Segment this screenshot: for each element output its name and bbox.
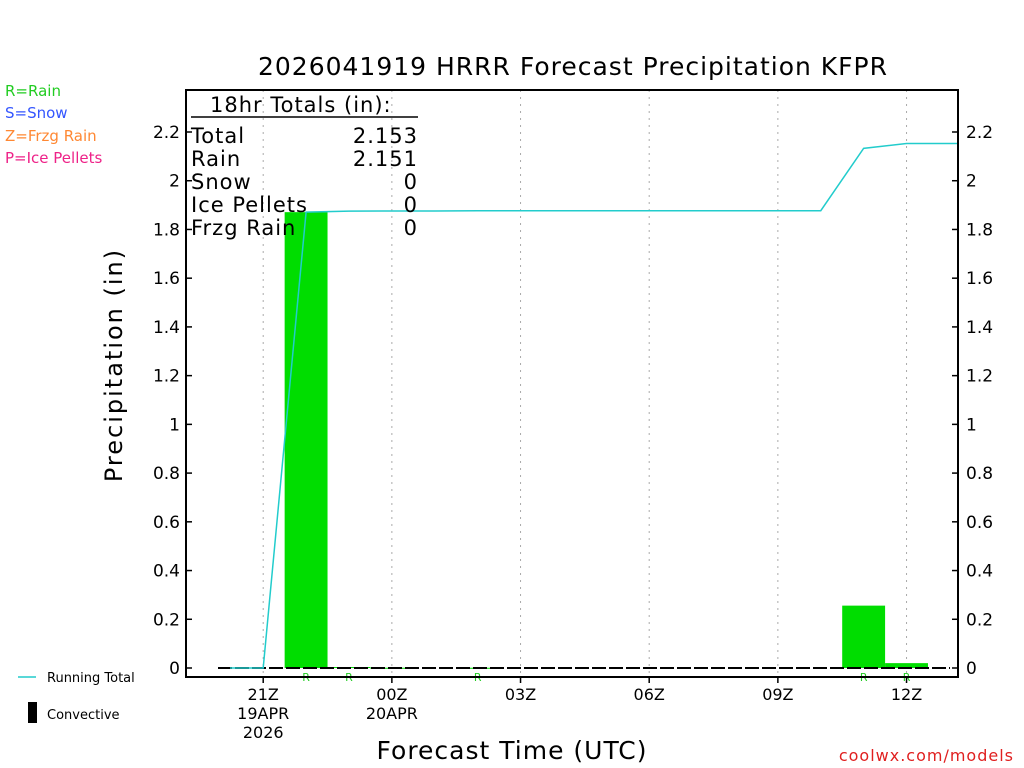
gridlines [262,90,908,677]
x-tick-label: 00Z [376,685,407,704]
totals-box: 18hr Totals (in): Total 2.153 Rain 2.151… [190,93,418,240]
y-tick-label-left: 1.2 [153,367,180,387]
totals-snow-value: 0 [404,170,418,194]
precip-bar [885,663,928,668]
y-axis-left: 0 0.2 0.4 0.6 0.8 1 1.2 1.4 1.6 1.8 2 2.2 [153,123,192,679]
totals-ice-pellets-value: 0 [404,193,418,217]
series-legend: Running Total Convective [18,671,135,723]
legend-ice-pellets: P=Ice Pellets [5,149,102,167]
x-tick-label: 03Z [505,685,536,704]
bars-group [284,212,928,669]
credit-link[interactable]: coolwx.com/models [839,746,1014,765]
x-tick-label: 09Z [762,685,793,704]
totals-total-label: Total [190,124,245,148]
y-tick-label-right: 0.8 [966,464,993,484]
y-tick-label-right: 0.6 [966,513,993,533]
legend-snow: S=Snow [5,104,68,122]
y-tick-label-right: 0.2 [966,610,993,630]
totals-rain-value: 2.151 [353,147,418,171]
y-tick-label-right: 1.4 [966,318,993,338]
y-tick-label-right: 1 [966,415,977,435]
y-axis-right: 0 0.2 0.4 0.6 0.8 1 1.2 1.4 1.6 1.8 2 2.2 [952,123,993,679]
totals-frzg-rain-value: 0 [404,216,418,240]
y-tick-label-right: 0 [966,659,977,679]
y-tick-label-left: 0.4 [153,562,180,582]
totals-ice-pellets-label: Ice Pellets [191,193,308,217]
y-tick-label-right: 1.2 [966,367,993,387]
totals-snow-label: Snow [191,170,252,194]
y-tick-label-left: 2 [169,172,180,192]
y-tick-label-right: 2 [966,172,977,192]
y-axis-label: Precipitation (in) [100,248,128,482]
y-tick-label-left: 1.4 [153,318,180,338]
y-tick-label-right: 2.2 [966,123,993,143]
y-tick-label-left: 0 [169,659,180,679]
convective-swatch [28,702,37,723]
y-tick-label-left: 1.6 [153,269,180,289]
y-tick-label-left: 0.6 [153,513,180,533]
x-tick-label: 21Z [248,685,279,704]
x-tick-label: 06Z [634,685,665,704]
y-tick-label-left: 0.2 [153,610,180,630]
totals-rain-label: Rain [191,147,241,171]
plot-frame [185,89,959,678]
y-tick-label-right: 1.8 [966,220,993,240]
legend-rain: R=Rain [5,82,61,100]
x-tick-label: 19APR [237,704,289,723]
totals-total-value: 2.153 [353,124,418,148]
x-tick-label: 2026 [243,723,284,742]
running-total-legend-label: Running Total [47,671,135,686]
precip-bar [284,212,328,668]
x-tick-label: 12Z [891,685,922,704]
y-tick-label-left: 1 [169,415,180,435]
y-tick-label-left: 1.8 [153,220,180,240]
convective-legend-label: Convective [47,708,120,723]
y-tick-label-right: 0.4 [966,562,993,582]
x-axis-label: Forecast Time (UTC) [377,736,648,765]
y-tick-label-right: 1.6 [966,269,993,289]
y-tick-label-left: 2.2 [153,123,180,143]
x-tick-label: 20APR [366,704,418,723]
totals-frzg-rain-label: Frzg Rain [191,216,296,240]
running-total-group [230,142,958,669]
running-total-line [230,142,958,669]
totals-heading: 18hr Totals (in): [210,93,392,117]
y-tick-label-left: 0.8 [153,464,180,484]
chart-title: 2026041919 HRRR Forecast Precipitation K… [258,52,888,81]
legend-frzg-rain: Z=Frzg Rain [5,127,97,145]
precip-bar [842,605,886,668]
precip-type-legend: R=Rain S=Snow Z=Frzg Rain P=Ice Pellets [5,82,102,167]
